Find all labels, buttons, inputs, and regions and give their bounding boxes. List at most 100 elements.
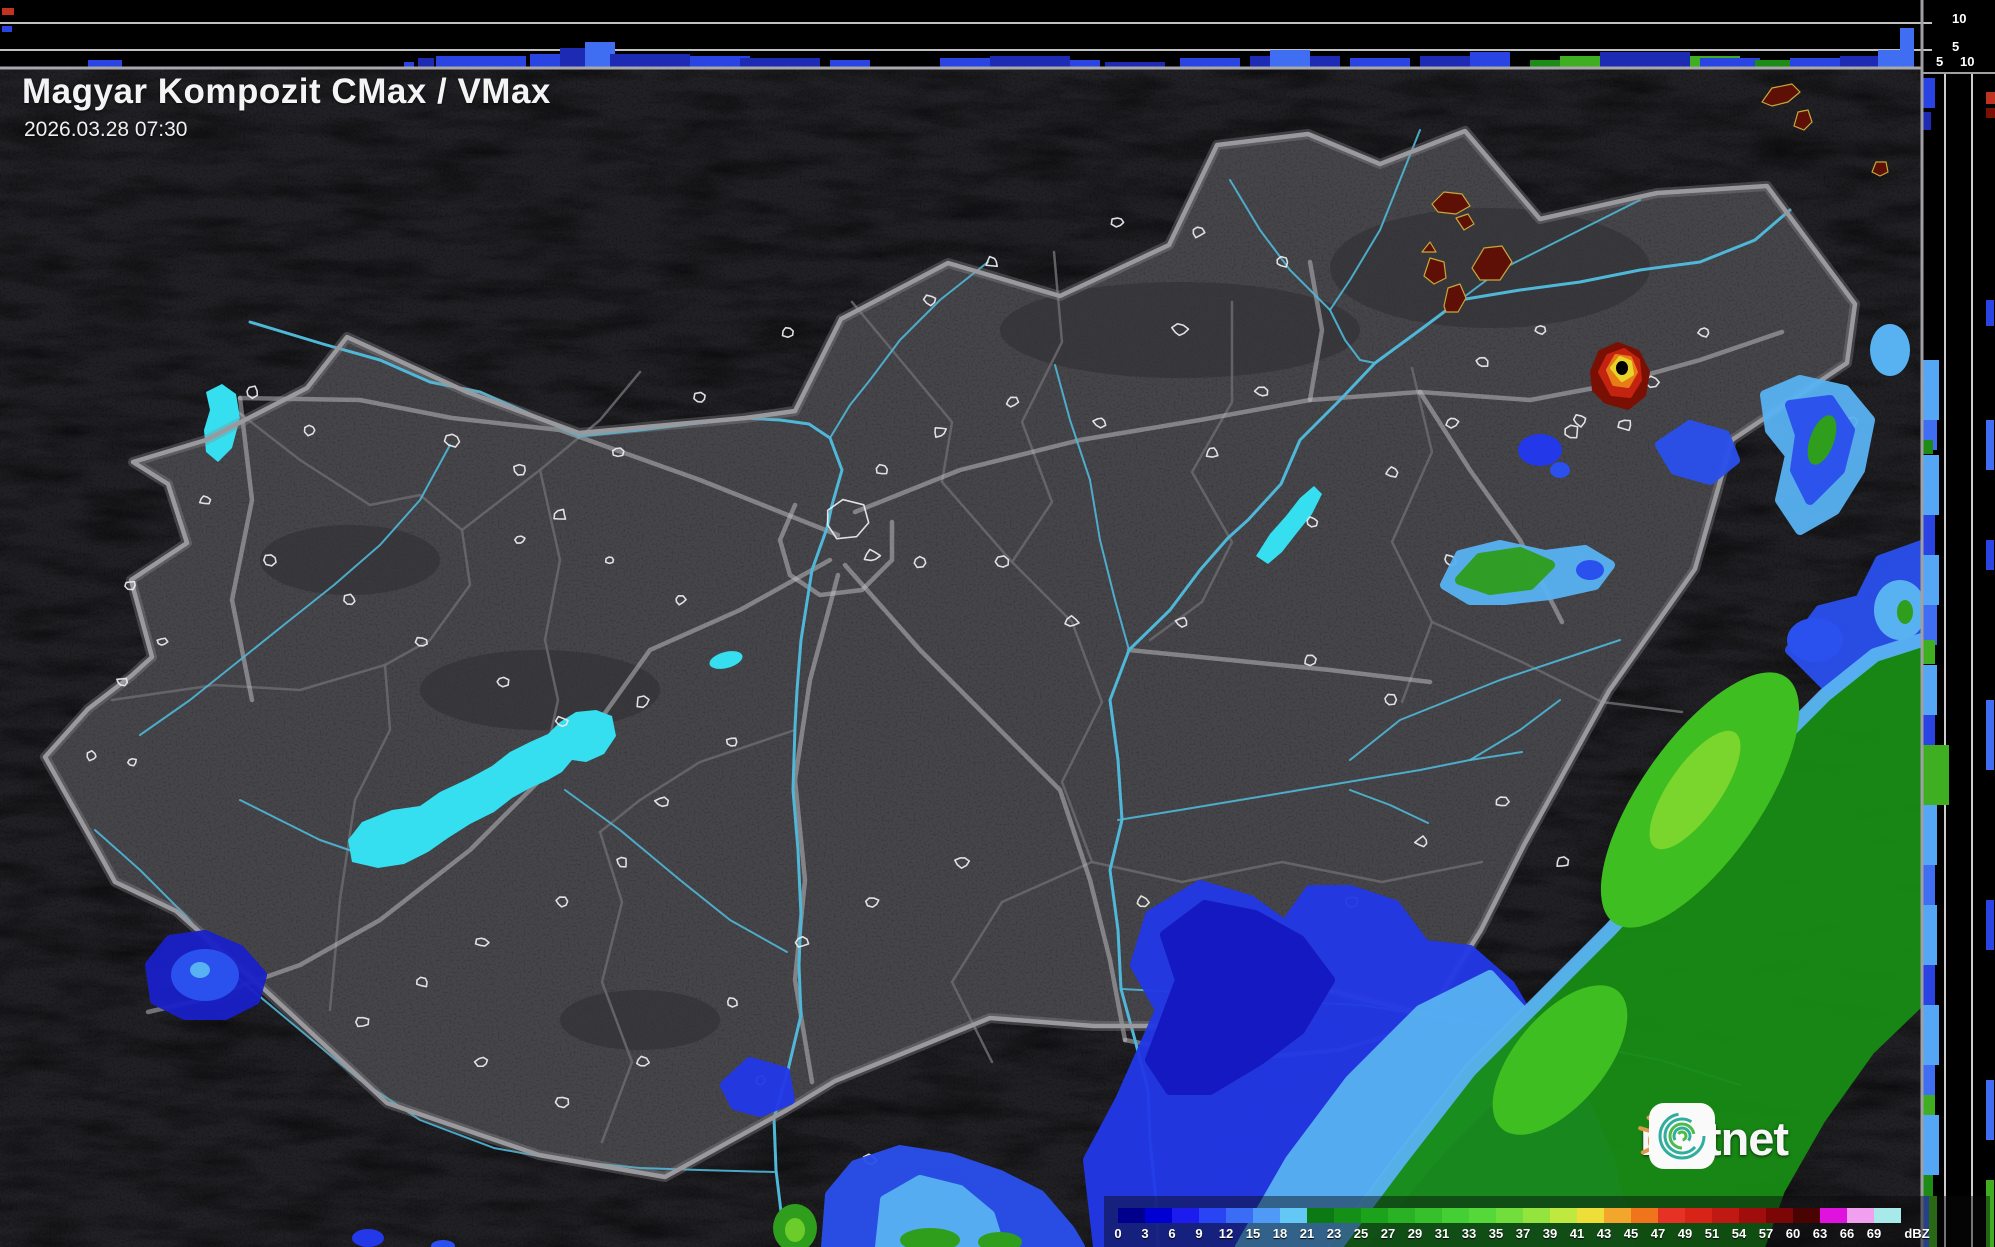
echo-right-profile-bar [1923, 555, 1939, 605]
legend-color-swatch [1847, 1208, 1874, 1223]
settlement-outline [116, 677, 129, 687]
settlement-outline [443, 433, 461, 448]
echo-right-profile-bar [1923, 1175, 1933, 1200]
echo-right-profile-bar [1923, 1196, 1929, 1247]
legend-color-swatch [1874, 1208, 1901, 1223]
settlement-outline [635, 1055, 651, 1067]
legend-tick-label: 41 [1569, 1226, 1585, 1241]
legend-color-swatch [1280, 1208, 1307, 1223]
echo-top-profile-bar [940, 58, 990, 68]
settlement-outline [875, 463, 889, 475]
legend-tick-label: 63 [1812, 1226, 1828, 1241]
legend-color-swatch [1469, 1208, 1496, 1223]
echo-top-profile-bar [1755, 60, 1795, 68]
legend-tick-label: 3 [1141, 1226, 1149, 1241]
legend-tick-label: 37 [1515, 1226, 1531, 1241]
echo-right-profile-bar [1923, 1095, 1935, 1115]
settlement-outline [474, 937, 490, 947]
county-border [598, 830, 634, 1144]
echo-top-profile-bar [404, 62, 414, 68]
river-minor [185, 915, 775, 1173]
echo-edge-mark [1986, 700, 1994, 770]
settlement-outline [355, 1016, 370, 1028]
settlement-outline [1534, 325, 1547, 336]
country-border [42, 128, 1858, 1180]
legend-tick-label: 69 [1866, 1226, 1882, 1241]
lake-balaton [348, 710, 616, 868]
precipitation-echo-core [1807, 415, 1837, 465]
echo-right-profile-bar [1923, 665, 1937, 715]
legend-tick-label: 51 [1704, 1226, 1720, 1241]
settlement-outline [864, 897, 880, 908]
echo-right-profile-bar [1923, 805, 1937, 865]
settlement-outline [675, 594, 687, 606]
river-minor [1229, 179, 1331, 311]
legend-color-swatch [1442, 1208, 1469, 1223]
echo-top-profile-bar [88, 60, 122, 68]
legend-tick-label: 12 [1218, 1226, 1234, 1241]
legend-tick-label: 33 [1461, 1226, 1477, 1241]
echo-top-profile-bar [1070, 60, 1100, 68]
legend-color-swatch [1415, 1208, 1442, 1223]
legend-color-swatch [1739, 1208, 1766, 1223]
county-border [460, 370, 642, 532]
settlement-outline [1572, 414, 1587, 428]
road [852, 329, 1785, 515]
legend-tick-label: 45 [1623, 1226, 1639, 1241]
top-profile-axis-label-5km: 5 [1952, 39, 1960, 54]
country-border-layer [40, 126, 1860, 1182]
settlement-outline [1697, 327, 1710, 338]
settlement-outline [126, 757, 137, 767]
storm-cell [1590, 342, 1650, 410]
settlement-outline [604, 556, 615, 565]
county-border [850, 300, 954, 484]
legend-tick-label: 49 [1677, 1226, 1693, 1241]
legend-tick-label: 35 [1488, 1226, 1504, 1241]
settlement-outline [913, 555, 927, 569]
echo-top-profile-bar [1180, 58, 1240, 68]
legend-tick-label: 43 [1596, 1226, 1612, 1241]
river-minor [1349, 639, 1621, 761]
settlement-outline [1192, 226, 1206, 239]
settlement-outline [725, 737, 738, 747]
echo-right-profile-bar [1923, 605, 1937, 645]
settlement-outline [922, 294, 937, 307]
road [792, 572, 841, 1085]
clutter-artifact [1443, 283, 1467, 313]
legend-color-swatch [1523, 1208, 1550, 1223]
settlement-outline [1564, 424, 1579, 439]
settlement-outline [863, 548, 882, 562]
legend-color-swatch [1388, 1208, 1415, 1223]
echo-edge-mark [1986, 420, 1994, 470]
settlement-outline [1110, 217, 1125, 228]
river-minor [829, 261, 989, 439]
echo-edge-mark [2, 26, 12, 32]
settlement-outline [1475, 356, 1489, 368]
river-minor [1117, 751, 1523, 821]
river-minor [239, 799, 356, 853]
precipitation-echo-core [900, 1228, 960, 1247]
road [237, 395, 841, 538]
settlement-outline [1495, 796, 1510, 807]
river-minor [94, 829, 187, 917]
legend-tick-label: 27 [1380, 1226, 1396, 1241]
legend-color-swatch [1577, 1208, 1604, 1223]
settlement-outline [616, 856, 627, 868]
road [229, 395, 255, 703]
settlement-outline [473, 1056, 489, 1068]
legend-tick-label: 21 [1299, 1226, 1315, 1241]
precipitation-echo-core [1870, 324, 1910, 376]
metnet-logo[interactable]: metnet [1636, 1100, 1926, 1176]
hill-patch [420, 650, 660, 730]
clutter-artifacts-layer [1421, 83, 1889, 313]
clutter-artifact [1793, 109, 1813, 131]
precipitation-echo [720, 1057, 795, 1117]
settlement-outline [1064, 614, 1080, 627]
county-border [598, 728, 797, 834]
echo-right-profile-bar [1923, 640, 1935, 664]
settlement-outline [611, 447, 625, 458]
echo-right-profile-bar [1923, 1005, 1939, 1065]
metnet-app-icon [1649, 1103, 1715, 1169]
echo-top-profile-bar [1350, 58, 1410, 68]
